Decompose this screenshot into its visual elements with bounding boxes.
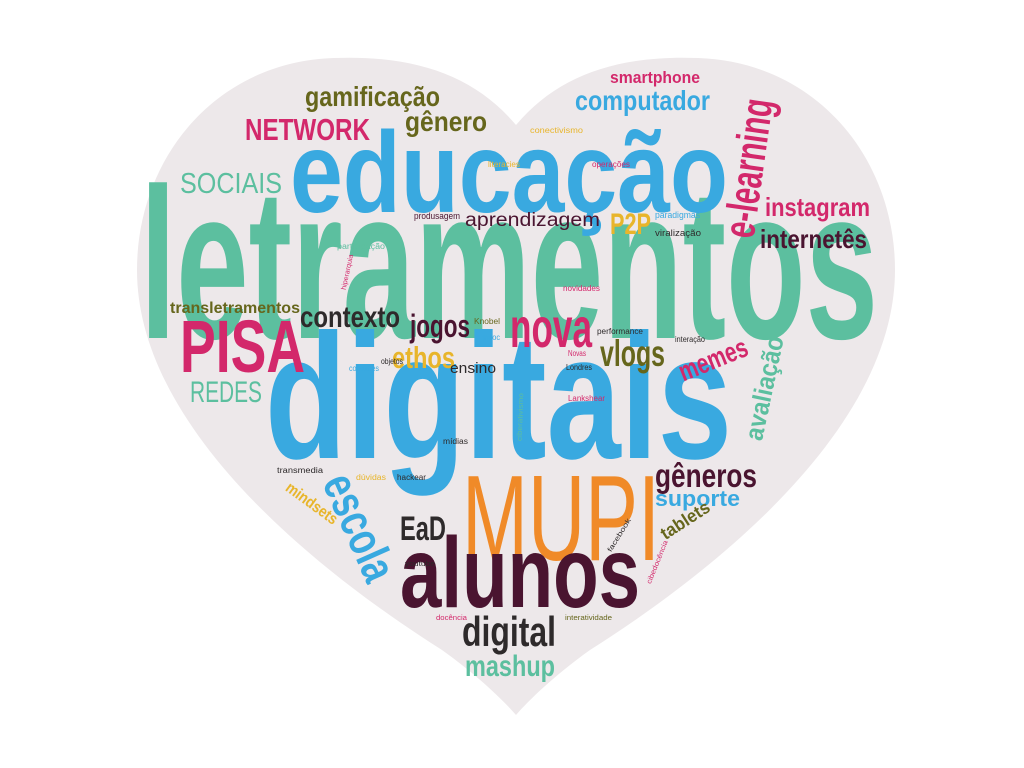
word-redes: REDES	[190, 376, 262, 409]
word-participacao: participação	[337, 242, 386, 251]
word-youtube: youtube	[405, 561, 435, 568]
word-nova: nova	[510, 296, 593, 359]
word-ciberativismo: ciberativismo	[517, 393, 526, 441]
word-interatividade: interatividade	[565, 615, 612, 622]
word-performance: performance	[597, 327, 644, 336]
word-generos: gêneros	[655, 457, 757, 494]
word-mupi: MUPI	[462, 450, 660, 586]
word-alunos: alunos	[400, 517, 640, 629]
word-transletramentos: transletramentos	[170, 300, 300, 317]
word-midias: mídias	[443, 437, 468, 446]
word-computador: computador	[575, 85, 710, 116]
word-docencia: docência	[436, 615, 467, 622]
word-aprendizagem: aprendizagem	[465, 210, 600, 231]
word-digitais: digitais	[265, 297, 732, 496]
word-mashup: mashup	[465, 650, 555, 683]
word-londres: Londres	[566, 363, 592, 372]
word-ethos: ethos	[392, 340, 455, 375]
word-genero: gênero	[405, 106, 487, 137]
word-educacao: educação	[290, 109, 728, 237]
word-transmedia: transmedia	[277, 466, 324, 475]
word-suporte: suporte	[655, 486, 740, 511]
word-duvidas: dúvidas	[356, 473, 386, 482]
word-paradigmas: paradigmas	[655, 210, 700, 220]
word-network: NETWORK	[245, 112, 370, 147]
word-ensino: ensino	[450, 360, 496, 377]
word-operacoes: operações	[592, 160, 630, 169]
word-gamificacao: gamificação	[305, 81, 440, 112]
word-mooc: mooc	[482, 333, 500, 342]
word-contexto: contexto	[300, 301, 400, 334]
word-conexoes: conexões	[349, 364, 379, 373]
word-lankshear: Lankshear	[568, 394, 605, 403]
word-knobel: Knobel	[474, 317, 500, 326]
word-objetos: objetos	[381, 357, 403, 366]
word-produsagem: produsagem	[414, 211, 460, 221]
word-instagram: instagram	[765, 192, 870, 222]
word-sociais: SOCIAIS	[180, 168, 282, 200]
heart-shape	[137, 57, 895, 715]
word-p2p: P2P	[610, 208, 651, 241]
word-novidades: novidades	[563, 284, 600, 293]
word-vlogs: vlogs	[600, 333, 665, 374]
word-interacao: interação	[675, 335, 705, 344]
word-hackear: hackear	[397, 473, 426, 482]
word-internetes: internetês	[760, 224, 867, 254]
word-conectivismo: conectivismo	[530, 126, 584, 135]
word-viralizacao: viralização	[655, 228, 701, 238]
word-smartphone: smartphone	[610, 68, 700, 87]
word-pisa: PISA	[180, 305, 305, 388]
word-digital: digital	[462, 608, 556, 655]
word-ead: EaD	[400, 510, 446, 548]
word-novas: Novas	[568, 349, 586, 358]
word-jogos: jogos	[409, 308, 470, 344]
word-letramentos: letramentos	[140, 143, 878, 384]
word-literacies: literacies	[488, 160, 520, 169]
